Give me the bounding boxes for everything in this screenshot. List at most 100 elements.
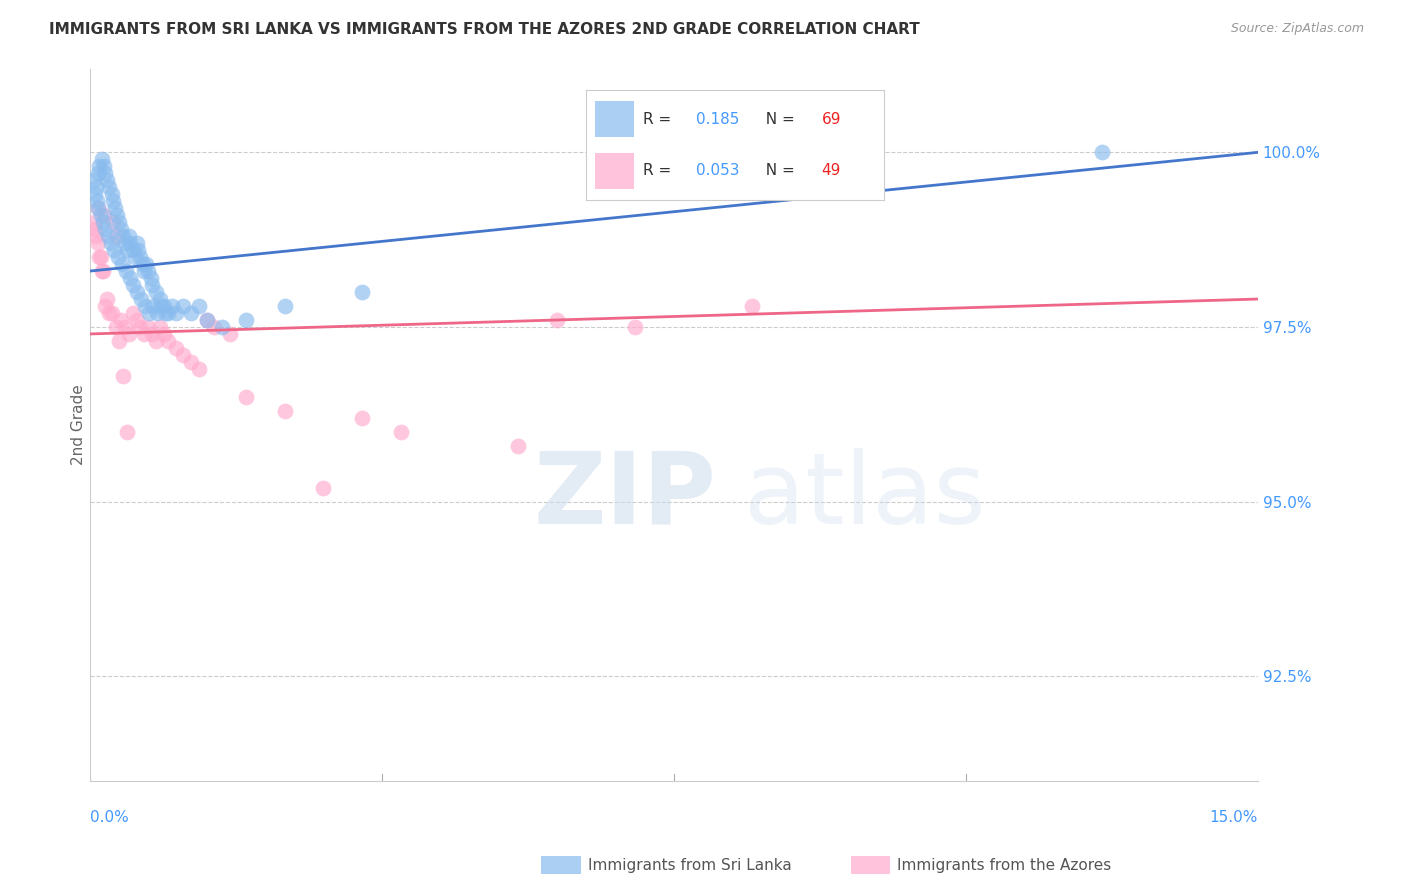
Point — [124, 250, 146, 264]
Point — [187, 299, 209, 313]
Point — [153, 306, 176, 320]
Point — [156, 306, 179, 320]
Point — [585, 180, 607, 194]
Point — [84, 187, 107, 202]
Point — [204, 320, 226, 334]
Point — [219, 326, 242, 341]
Point — [129, 320, 152, 334]
Point — [153, 299, 176, 313]
Point — [127, 285, 149, 299]
Point — [108, 334, 131, 348]
Point — [87, 236, 110, 251]
Point — [125, 313, 148, 327]
Point — [100, 306, 122, 320]
Text: atlas: atlas — [744, 448, 986, 544]
Point — [508, 439, 530, 453]
Point — [134, 264, 156, 278]
Point — [112, 368, 135, 383]
Point — [149, 320, 172, 334]
Point — [115, 425, 138, 439]
Point — [107, 250, 129, 264]
Point — [1091, 145, 1114, 160]
Point — [134, 326, 156, 341]
Point — [352, 410, 374, 425]
Point — [90, 153, 112, 167]
Point — [89, 159, 111, 173]
Point — [741, 299, 763, 313]
Point — [142, 299, 165, 313]
Point — [84, 180, 107, 194]
Point — [97, 229, 120, 244]
Point — [83, 215, 105, 229]
Point — [235, 313, 257, 327]
Point — [104, 320, 127, 334]
Point — [146, 306, 169, 320]
Point — [160, 299, 183, 313]
Point — [104, 201, 127, 215]
Point — [312, 481, 335, 495]
Point — [141, 278, 163, 293]
Point — [100, 236, 122, 251]
Point — [211, 320, 233, 334]
Point — [89, 250, 111, 264]
Point — [195, 313, 218, 327]
Text: IMMIGRANTS FROM SRI LANKA VS IMMIGRANTS FROM THE AZORES 2ND GRADE CORRELATION CH: IMMIGRANTS FROM SRI LANKA VS IMMIGRANTS … — [49, 22, 920, 37]
Point — [172, 348, 194, 362]
Point — [93, 222, 115, 236]
Point — [187, 362, 209, 376]
Point — [389, 425, 412, 439]
Point — [138, 306, 160, 320]
Point — [90, 264, 112, 278]
Point — [352, 285, 374, 299]
Point — [84, 229, 107, 244]
Point — [91, 215, 114, 229]
Point — [624, 320, 647, 334]
Point — [86, 166, 108, 180]
Point — [125, 236, 148, 251]
Point — [156, 334, 179, 348]
Point — [165, 306, 187, 320]
Point — [87, 201, 110, 215]
Point — [149, 292, 172, 306]
Point — [135, 257, 157, 271]
Point — [83, 173, 105, 187]
Point — [105, 208, 128, 222]
Point — [136, 264, 159, 278]
Text: 0.0%: 0.0% — [90, 810, 128, 824]
Point — [165, 341, 187, 355]
Point — [546, 313, 568, 327]
Point — [195, 313, 218, 327]
Point — [103, 215, 125, 229]
Text: 15.0%: 15.0% — [1209, 810, 1258, 824]
Point — [86, 201, 108, 215]
Point — [235, 390, 257, 404]
Point — [94, 166, 117, 180]
Point — [105, 229, 128, 244]
Point — [111, 257, 134, 271]
Y-axis label: 2nd Grade: 2nd Grade — [72, 384, 86, 465]
Point — [90, 208, 112, 222]
Point — [139, 271, 162, 285]
Point — [118, 229, 141, 244]
Point — [145, 334, 167, 348]
Point — [149, 299, 172, 313]
Text: Immigrants from the Azores: Immigrants from the Azores — [897, 858, 1111, 872]
Text: Immigrants from Sri Lanka: Immigrants from Sri Lanka — [588, 858, 792, 872]
Point — [114, 236, 136, 251]
Point — [115, 243, 138, 257]
Point — [121, 243, 143, 257]
Point — [118, 326, 141, 341]
Point — [84, 222, 107, 236]
Point — [94, 299, 117, 313]
Point — [91, 264, 114, 278]
Point — [129, 292, 152, 306]
Point — [114, 320, 136, 334]
Point — [100, 187, 122, 202]
Point — [121, 306, 143, 320]
Point — [111, 229, 134, 244]
Point — [122, 278, 145, 293]
Text: ZIP: ZIP — [534, 448, 717, 544]
Point — [129, 250, 152, 264]
Point — [93, 208, 115, 222]
Point — [180, 306, 202, 320]
